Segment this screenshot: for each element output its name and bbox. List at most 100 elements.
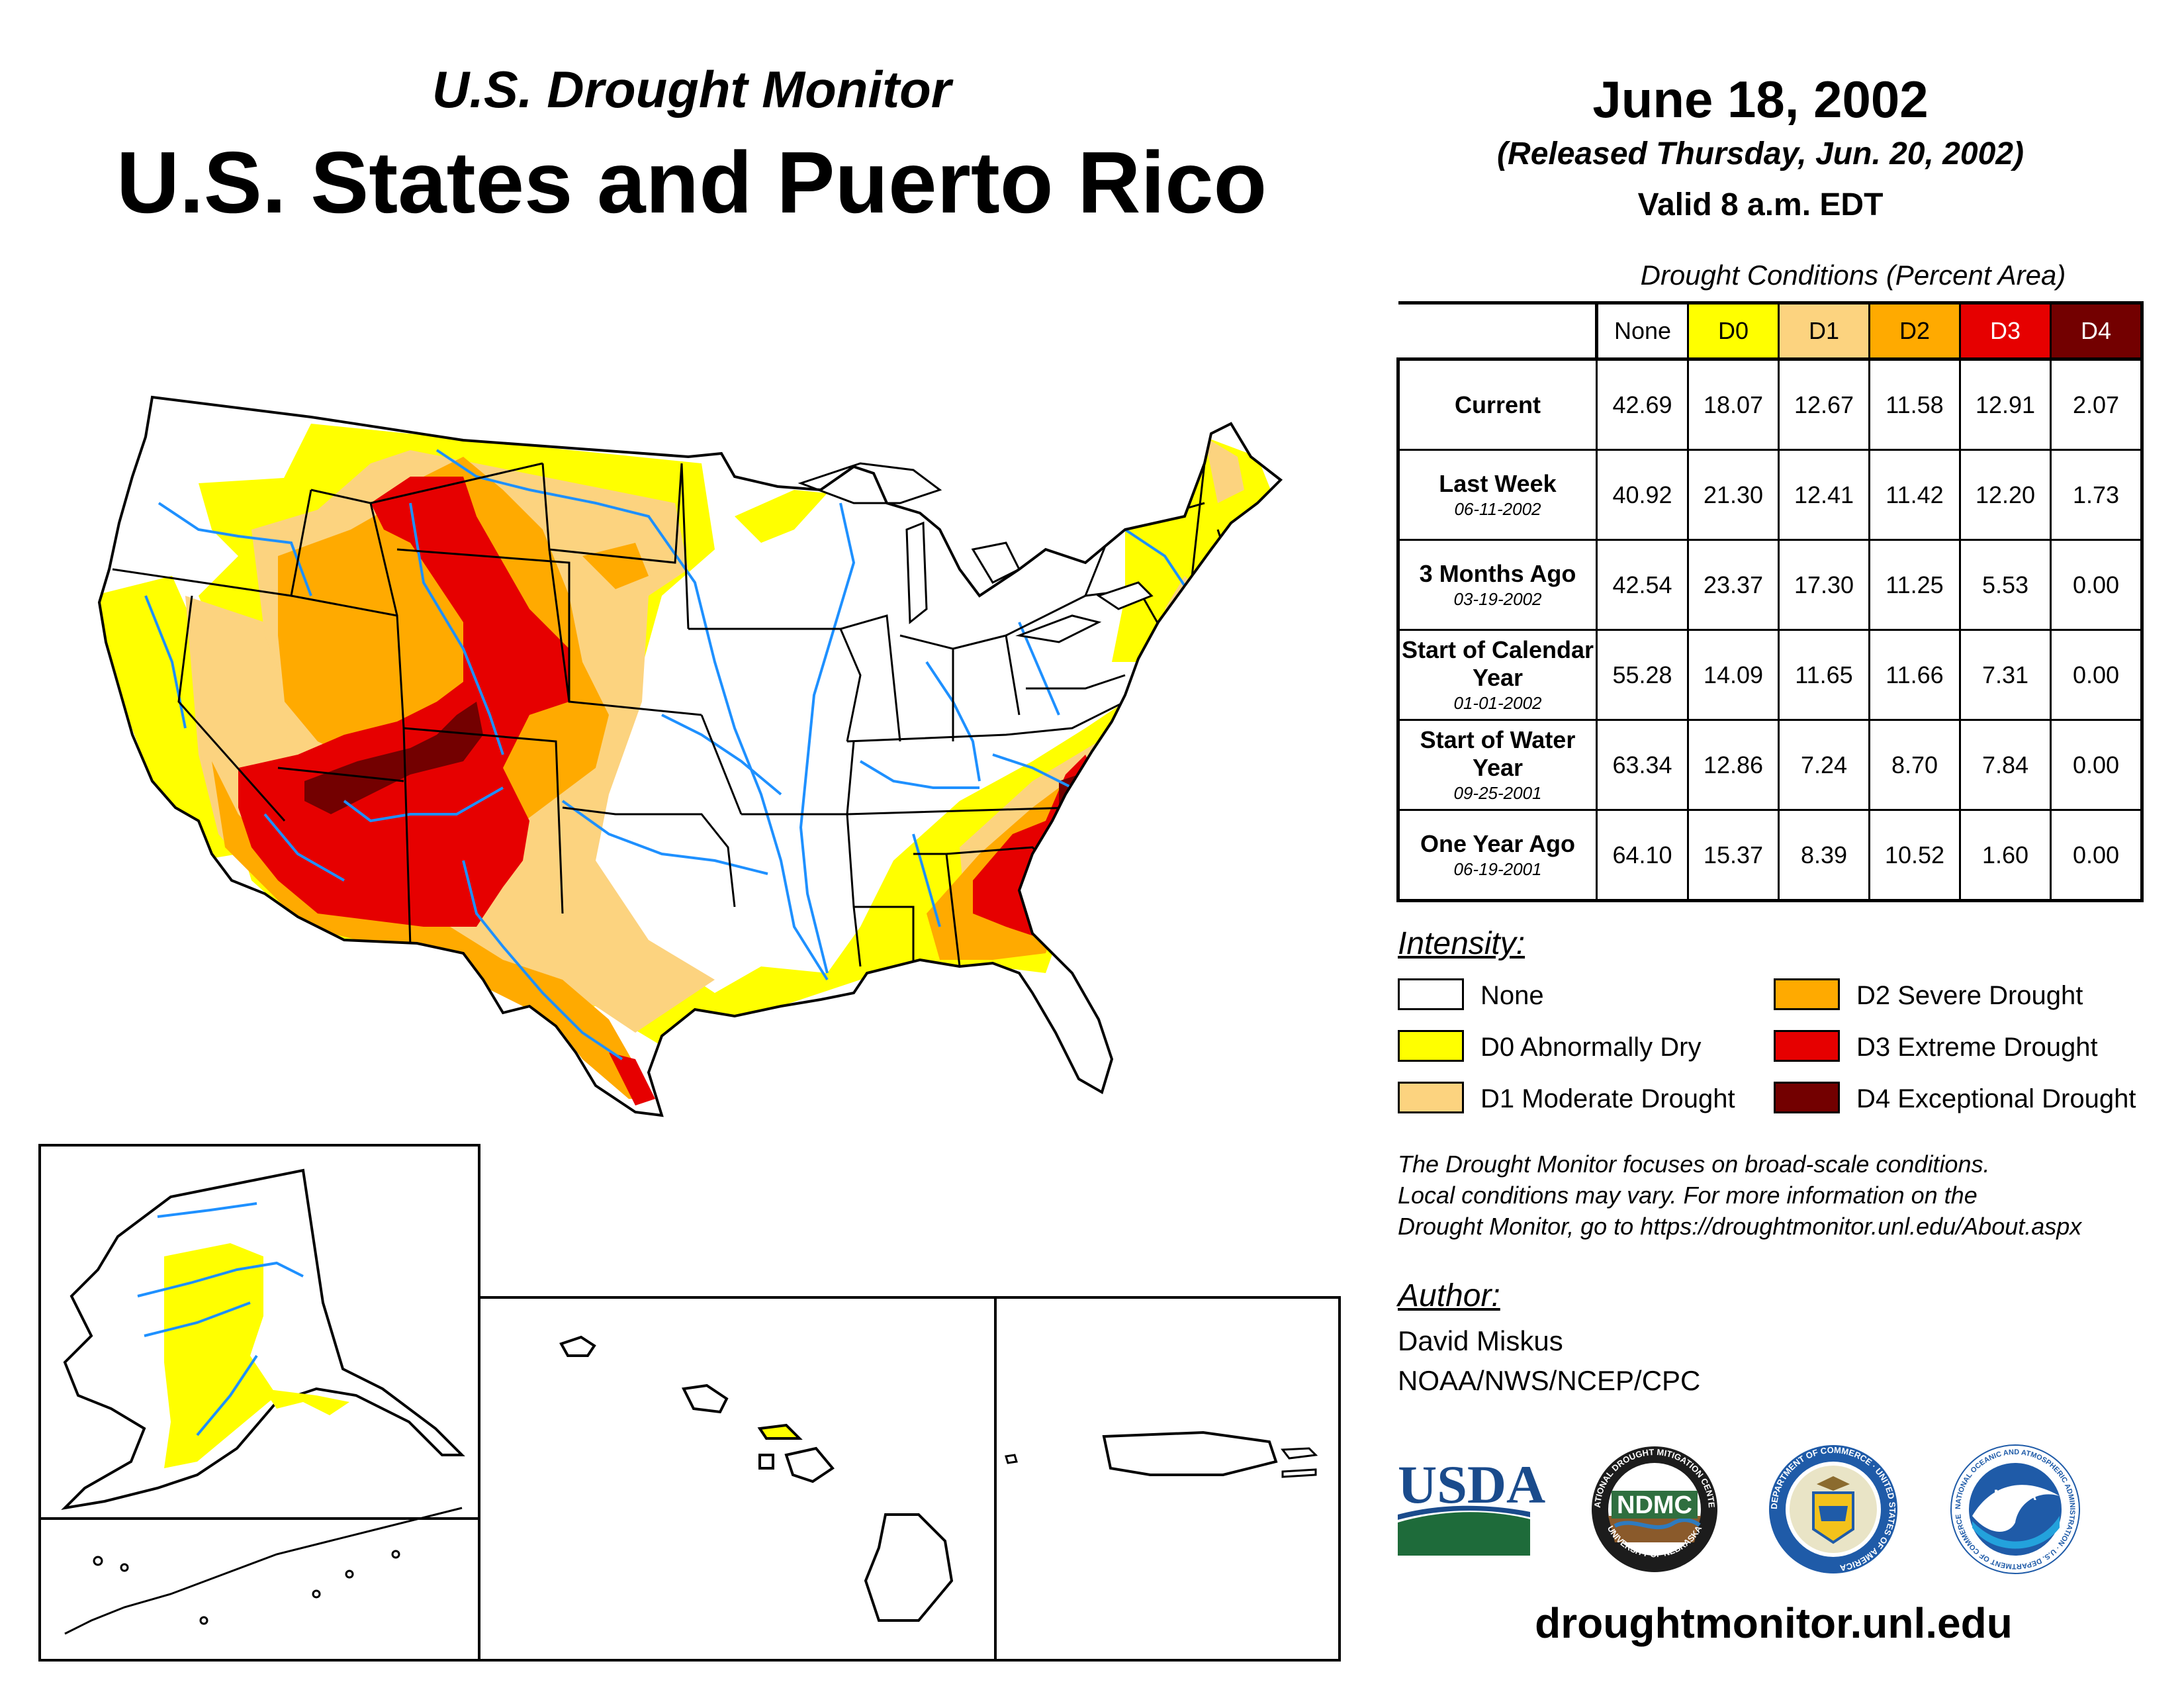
- noaa-text: NOAA: [1994, 1487, 2037, 1503]
- cell: 42.54: [1596, 539, 1689, 631]
- noaa-logo: NOAA NATIONAL OCEANIC AND ATMOSPHERIC AD…: [1950, 1444, 2080, 1574]
- cell: 1.60: [1959, 809, 2052, 902]
- alaska-land: [61, 1168, 465, 1510]
- usda-text: USDA: [1398, 1454, 1545, 1515]
- cell: 8.39: [1778, 809, 1870, 902]
- state-borders: [112, 462, 1232, 967]
- cell: 18.07: [1687, 357, 1780, 451]
- cell: 2.07: [2050, 357, 2144, 451]
- oahu: [681, 1383, 729, 1414]
- row-label: Last Week 06-11-2002: [1396, 449, 1598, 541]
- cell: 11.25: [1868, 539, 1961, 631]
- alaska-d0-south: [263, 1389, 349, 1415]
- cell: 0.00: [2050, 539, 2144, 631]
- cell: 40.92: [1596, 449, 1689, 541]
- hawaii-big-island: [864, 1513, 954, 1622]
- row-date: 09-25-2001: [1453, 782, 1542, 803]
- row-label-text: Start of Calendar Year: [1401, 635, 1594, 691]
- doc-seal-logo: DEPARTMENT OF COMMERCE · UNITED STATES O…: [1769, 1445, 1897, 1573]
- row-date: 06-19-2001: [1453, 859, 1542, 879]
- puerto-rico-land: [1102, 1430, 1278, 1476]
- cell: 21.30: [1687, 449, 1780, 541]
- legend-heading: Intensity:: [1398, 926, 1525, 961]
- table-title: Drought Conditions (Percent Area): [1640, 259, 2066, 291]
- row-date: 01-01-2002: [1453, 692, 1542, 713]
- col-d2: D2: [1868, 301, 1961, 360]
- cell: 12.67: [1778, 357, 1870, 451]
- cell: 14.09: [1687, 629, 1780, 721]
- map-title: U.S. States and Puerto Rico: [116, 134, 1267, 231]
- inset-maps: [38, 1144, 1341, 1662]
- cell: 7.31: [1959, 629, 2052, 721]
- kauai: [559, 1335, 596, 1357]
- ndmc-text: NDMC: [1617, 1491, 1692, 1519]
- row-label-text: Last Week: [1439, 469, 1557, 497]
- cell: 11.65: [1778, 629, 1870, 721]
- cell: 11.66: [1868, 629, 1961, 721]
- cell: 42.69: [1596, 357, 1689, 451]
- alaska-d0: [164, 1243, 277, 1468]
- cell: 11.42: [1868, 449, 1961, 541]
- col-none: None: [1595, 301, 1689, 360]
- cell: 12.91: [1959, 357, 2052, 451]
- row-date: 06-11-2002: [1454, 498, 1541, 519]
- legend-label: D1 Moderate Drought: [1480, 1084, 1735, 1113]
- cell: 12.86: [1687, 719, 1780, 811]
- cell: 0.00: [2050, 809, 2144, 902]
- cell: 63.34: [1596, 719, 1689, 811]
- cell: 11.58: [1868, 357, 1961, 451]
- culebra: [1281, 1447, 1318, 1460]
- note-line: Drought Monitor, go to https://droughtmo…: [1398, 1213, 2082, 1240]
- cell: 0.00: [2050, 719, 2144, 811]
- vieques: [1281, 1468, 1317, 1478]
- col-d4: D4: [2050, 301, 2144, 360]
- cell: 1.73: [2050, 449, 2144, 541]
- table-corner: [1398, 301, 1597, 361]
- cell: 23.37: [1687, 539, 1780, 631]
- map-date: June 18, 2002: [1592, 70, 1929, 128]
- cell: 0.00: [2050, 629, 2144, 721]
- row-label-text: 3 Months Ago: [1419, 559, 1576, 587]
- cell: 7.24: [1778, 719, 1870, 811]
- legend-swatch: [1398, 1030, 1464, 1062]
- note-line: Local conditions may vary. For more info…: [1398, 1182, 1978, 1209]
- cell: 12.20: [1959, 449, 2052, 541]
- footer-url[interactable]: droughtmonitor.unl.edu: [1535, 1599, 2013, 1647]
- release-date: (Released Thursday, Jun. 20, 2002): [1497, 136, 2024, 171]
- disclaimer-note: The Drought Monitor focuses on broad-sca…: [1398, 1149, 2172, 1242]
- row-label: Start of Calendar Year 01-01-2002: [1396, 629, 1598, 721]
- map-subtitle: U.S. Drought Monitor: [432, 60, 952, 118]
- legend-label: D3 Extreme Drought: [1856, 1033, 2098, 1062]
- molokai: [757, 1423, 803, 1440]
- maui: [784, 1446, 835, 1483]
- col-d1: D1: [1778, 301, 1870, 360]
- table-row: 3 Months Ago 03-19-2002 42.54 23.37 17.30…: [1396, 539, 2144, 631]
- author-org: NOAA/NWS/NCEP/CPC: [1398, 1365, 1701, 1396]
- lanai: [758, 1454, 774, 1470]
- legend-swatch: [1398, 1082, 1464, 1113]
- row-label-text: One Year Ago: [1420, 829, 1576, 857]
- col-d3: D3: [1959, 301, 2052, 360]
- agency-logos: USDA NDMC NATIONAL DROUGHT MITIGATION CE…: [1390, 1443, 2080, 1574]
- rivers: [144, 449, 1193, 1060]
- valid-time: Valid 8 a.m. EDT: [1637, 187, 1884, 222]
- drought-table: None D0 D1 D2 D3 D4 Current 42.69 18.07 …: [1396, 301, 2144, 902]
- puerto-rico-inset: [994, 1296, 1341, 1662]
- legend-swatch: [1398, 978, 1464, 1010]
- legend-swatch: [1774, 1082, 1840, 1113]
- col-d0: D0: [1687, 301, 1780, 360]
- row-label: Current: [1396, 357, 1598, 451]
- table-row: One Year Ago 06-19-2001 64.10 15.37 8.39 …: [1396, 809, 2144, 902]
- usda-logo: USDA: [1398, 1454, 1545, 1556]
- cell: 64.10: [1596, 809, 1689, 902]
- legend-label: D0 Abnormally Dry: [1480, 1033, 1702, 1062]
- table-row: Current 42.69 18.07 12.67 11.58 12.91 2.…: [1396, 357, 2144, 451]
- cell: 10.52: [1868, 809, 1961, 902]
- author-name: David Miskus: [1398, 1325, 1563, 1356]
- legend-label: D4 Exceptional Drought: [1856, 1084, 2136, 1113]
- cell: 15.37: [1687, 809, 1780, 902]
- cell: 8.70: [1868, 719, 1961, 811]
- aleutians-inset: [38, 1517, 480, 1662]
- row-label: Start of Water Year 09-25-2001: [1396, 719, 1598, 811]
- legend-swatch: [1774, 978, 1840, 1010]
